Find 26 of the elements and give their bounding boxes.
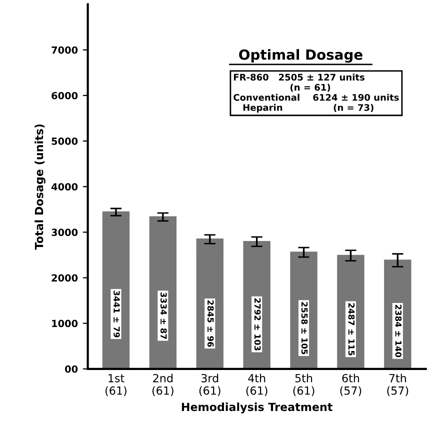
data-label: 2558 ± 105 xyxy=(301,302,308,354)
y-tick-label: 5000 xyxy=(52,138,78,145)
x-tick-label: 4th (61) xyxy=(246,374,268,396)
x-tick-label: 3rd (61) xyxy=(199,374,220,396)
data-label: 3441 ± 79 xyxy=(114,290,120,338)
x-tick-label: 6th (57) xyxy=(340,374,362,396)
x-tick-label: 2nd (61) xyxy=(152,374,174,396)
y-axis-title: Total Dosage (units) xyxy=(34,124,46,250)
data-label: 2845 ± 96 xyxy=(207,300,214,347)
data-label: 2792 ± 103 xyxy=(254,298,261,350)
data-label: 2384 ± 140 xyxy=(395,304,402,358)
y-tick-label: 3000 xyxy=(52,228,78,236)
y-tick-label: 7000 xyxy=(52,46,78,54)
x-tick-label: 1st (61) xyxy=(106,374,126,396)
y-tick-label: 4000 xyxy=(51,183,78,190)
annotation: Optimal Dosage xyxy=(239,49,362,63)
y-tick-label: 1000 xyxy=(52,320,78,328)
x-tick-label: 5th (61) xyxy=(293,374,314,396)
y-tick-label: 00 xyxy=(65,365,78,373)
x-tick-label: 7th (57) xyxy=(387,374,408,396)
y-tick-label: 6000 xyxy=(52,92,78,100)
y-tick-label: 2000 xyxy=(52,274,78,282)
data-label: 2487 ± 115 xyxy=(348,303,355,356)
data-label: 3334 ± 87 xyxy=(160,292,167,339)
annotation: FR-860 2505 ± 127 units (n = 61) Conventional 6124 ± 190 units Heparin (n = 73) xyxy=(234,74,399,113)
x-axis-title: Hemodialysis Treatment xyxy=(182,402,332,414)
